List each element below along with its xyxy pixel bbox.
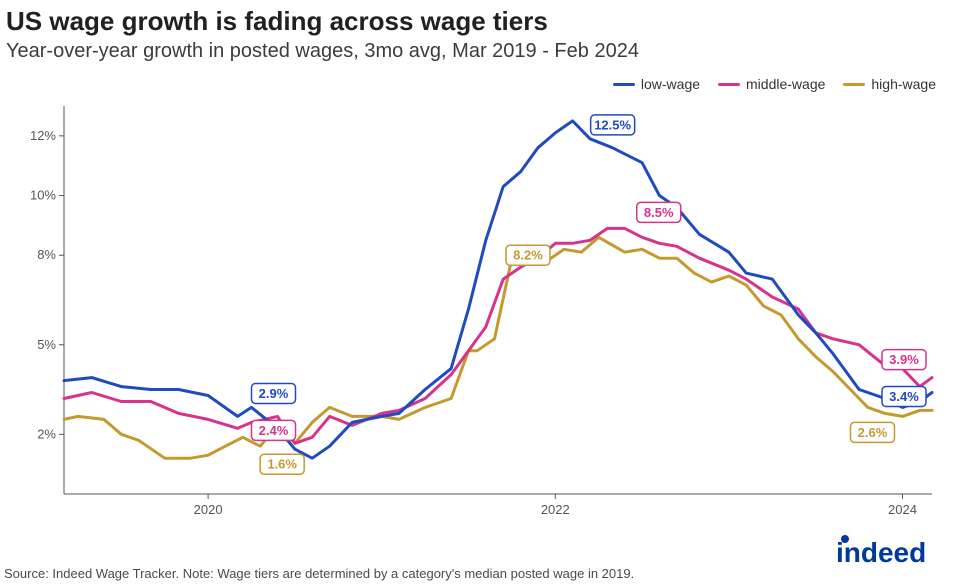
- y-axis-ticks: 2% 5% 8% 10% 12%: [30, 128, 64, 441]
- legend-item-high: high-wage: [843, 76, 936, 92]
- series-middle: [64, 228, 932, 443]
- x-tick-label: 2024: [888, 502, 917, 517]
- x-tick-label: 2022: [541, 502, 570, 517]
- callouts: 2.9% 2.4% 1.6% 12.5% 8.5% 8.2% 3.4% 3.9% 2.6%: [251, 115, 926, 474]
- callout-high: 2.6%: [850, 422, 894, 442]
- callout-high: 1.6%: [260, 454, 304, 474]
- callout-high: 8.2%: [506, 245, 550, 265]
- callout-label: 2.4%: [259, 423, 289, 438]
- x-tick-label: 2020: [194, 502, 223, 517]
- chart-title: US wage growth is fading across wage tie…: [6, 6, 548, 37]
- callout-middle: 2.4%: [251, 420, 295, 440]
- x-axis-ticks: 2020 2022 2024: [194, 494, 917, 517]
- callout-label: 2.9%: [259, 386, 289, 401]
- callout-label: 8.5%: [644, 205, 674, 220]
- callout-middle: 8.5%: [637, 202, 681, 222]
- callout-label: 1.6%: [267, 457, 297, 472]
- y-tick-label: 12%: [30, 128, 56, 143]
- chart-container: US wage growth is fading across wage tie…: [0, 0, 960, 587]
- indeed-logo: indeed: [832, 532, 942, 573]
- callout-low: 12.5%: [591, 115, 635, 135]
- callout-label: 12.5%: [594, 117, 631, 132]
- callout-label: 3.4%: [889, 389, 919, 404]
- svg-text:indeed: indeed: [836, 537, 926, 568]
- chart-subtitle: Year-over-year growth in posted wages, 3…: [6, 40, 639, 63]
- legend-item-middle: middle-wage: [718, 76, 825, 92]
- callout-low: 2.9%: [251, 383, 295, 403]
- y-tick-label: 10%: [30, 188, 56, 203]
- callout-label: 2.6%: [858, 425, 888, 440]
- series-high: [64, 237, 932, 458]
- series-group: [64, 121, 932, 458]
- legend-label-middle: middle-wage: [746, 76, 825, 92]
- legend-label-low: low-wage: [641, 76, 700, 92]
- y-tick-label: 5%: [37, 337, 56, 352]
- source-note: Source: Indeed Wage Tracker. Note: Wage …: [4, 566, 634, 581]
- callout-label: 8.2%: [513, 248, 543, 263]
- y-tick-label: 8%: [37, 247, 56, 262]
- legend: low-wage middle-wage high-wage: [613, 76, 936, 92]
- plot-area: 2% 5% 8% 10% 12% 2020 2022 2024 2.9% 2.4% 1.6% 12…: [30, 100, 940, 520]
- legend-item-low: low-wage: [613, 76, 700, 92]
- callout-low: 3.4%: [882, 387, 926, 407]
- callout-label: 3.9%: [889, 352, 919, 367]
- legend-swatch-middle: [718, 83, 740, 86]
- legend-swatch-low: [613, 83, 635, 86]
- legend-label-high: high-wage: [871, 76, 936, 92]
- callout-middle: 3.9%: [882, 350, 926, 370]
- legend-swatch-high: [843, 83, 865, 86]
- y-tick-label: 2%: [37, 426, 56, 441]
